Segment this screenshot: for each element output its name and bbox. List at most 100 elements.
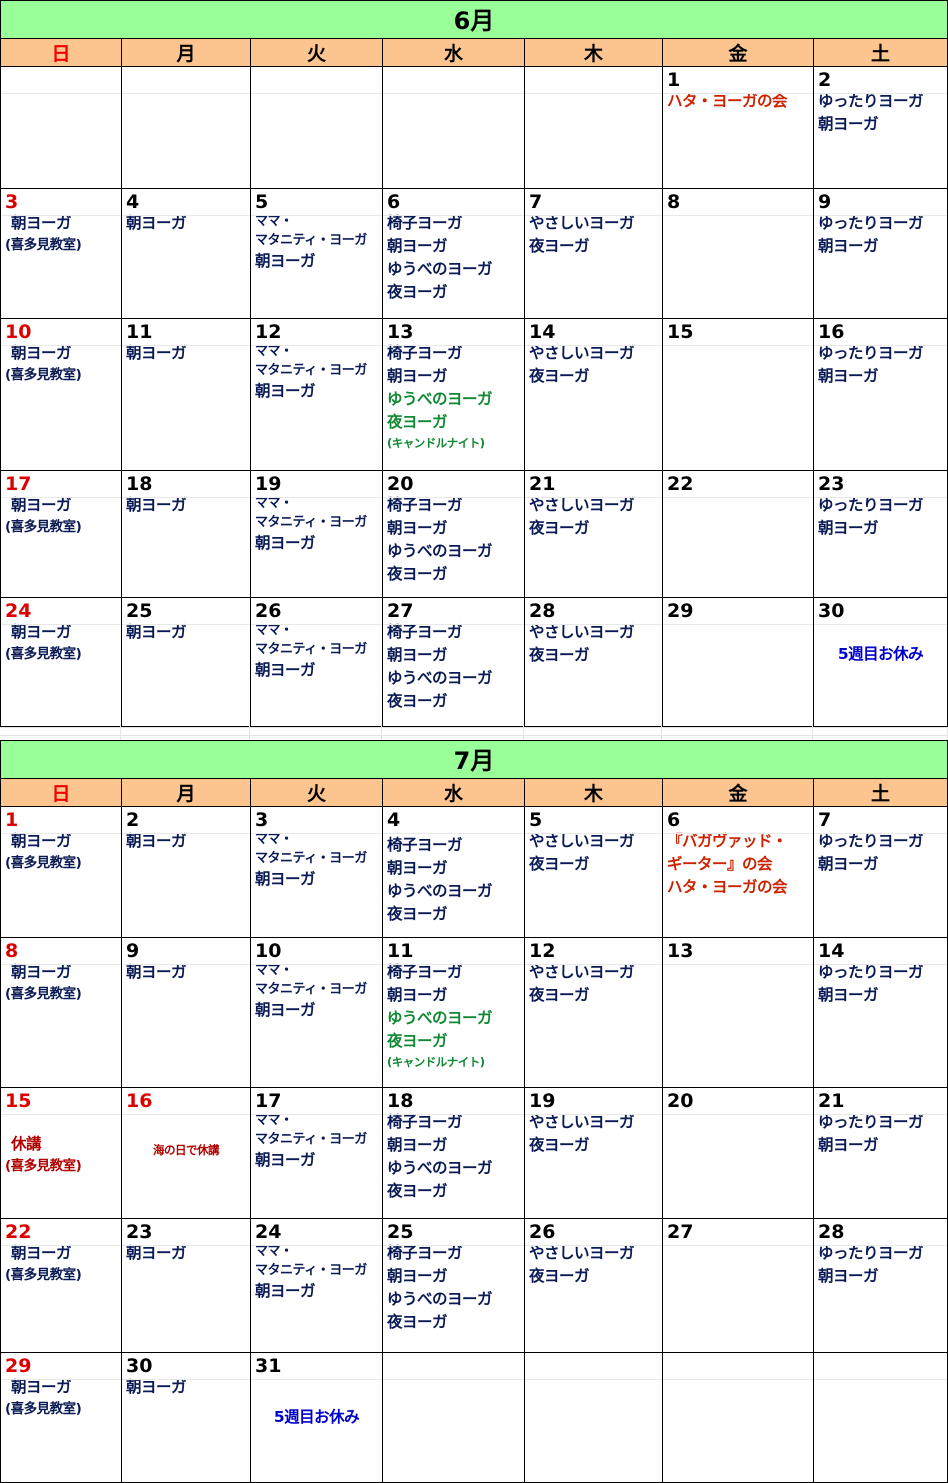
day-number: 29 bbox=[5, 1355, 32, 1377]
day-number: 13 bbox=[387, 321, 414, 343]
day-cell: 14 やさしいヨーガ 夜ヨーガ bbox=[524, 318, 663, 471]
event-label: 夜ヨーガ bbox=[387, 1313, 448, 1331]
day-cell: 11 椅子ヨーガ 朝ヨーガ ゆうべのヨーガ 夜ヨーガ (キャンドルナイト) bbox=[382, 937, 525, 1088]
event-label: 朝ヨーガ bbox=[126, 1378, 187, 1396]
day-number: 27 bbox=[387, 600, 414, 622]
event-label: マタニティ・ヨーガ bbox=[255, 642, 367, 657]
event-label: ゆうべのヨーガ bbox=[387, 669, 493, 687]
event-label: 朝ヨーガ bbox=[255, 1001, 316, 1019]
day-cell: 4 椅子ヨーガ 朝ヨーガ ゆうべのヨーガ 夜ヨーガ bbox=[382, 806, 525, 938]
day-number: 11 bbox=[387, 940, 414, 962]
event-label: 朝ヨーガ bbox=[818, 519, 879, 537]
event-label: 5週目お休み bbox=[273, 1408, 360, 1426]
weekday-header: 月 bbox=[121, 778, 251, 807]
event-label: (喜多見教室) bbox=[5, 519, 82, 535]
day-cell bbox=[524, 1352, 663, 1483]
day-number: 20 bbox=[387, 473, 414, 495]
event-label: マタニティ・ヨーガ bbox=[255, 363, 367, 378]
weekday-header: 木 bbox=[524, 778, 663, 807]
day-cell: 19 ママ・ マタニティ・ヨーガ 朝ヨーガ bbox=[250, 470, 383, 598]
day-number bbox=[2, 68, 121, 91]
week-row: 24 朝ヨーガ (喜多見教室) 25 朝ヨーガ 26 ママ・ マタニティ・ヨーガ 朝ヨーガ 27 椅… bbox=[0, 597, 948, 727]
day-cell: 1 ハタ・ヨーガの会 bbox=[662, 66, 814, 189]
day-number: 5 bbox=[529, 809, 543, 831]
day-cell: 18 椅子ヨーガ 朝ヨーガ ゆうべのヨーガ 夜ヨーガ bbox=[382, 1087, 525, 1219]
event-label: やさしいヨーガ bbox=[529, 963, 635, 981]
day-number: 16 bbox=[818, 321, 845, 343]
event-label: 朝ヨーガ bbox=[818, 1267, 879, 1285]
day-cell bbox=[382, 66, 525, 189]
event-label: 朝ヨーガ bbox=[126, 1244, 187, 1262]
event-label: ゆったりヨーガ bbox=[818, 92, 924, 110]
day-number: 24 bbox=[255, 1221, 282, 1243]
event-label: 朝ヨーガ bbox=[818, 1136, 879, 1154]
day-cell: 3 朝ヨーガ (喜多見教室) bbox=[0, 188, 122, 319]
event-label: ゆったりヨーガ bbox=[818, 344, 924, 362]
event-label: 夜ヨーガ bbox=[529, 237, 590, 255]
day-cell: 17 朝ヨーガ (喜多見教室) bbox=[0, 470, 122, 598]
day-number: 2 bbox=[818, 69, 832, 91]
event-label: マタニティ・ヨーガ bbox=[255, 1132, 367, 1147]
event-label: 椅子ヨーガ bbox=[387, 344, 463, 362]
event-label: ゆったりヨーガ bbox=[818, 1244, 924, 1262]
day-cell: 23 ゆったりヨーガ 朝ヨーガ bbox=[812, 470, 948, 598]
event-label: ゆったりヨーガ bbox=[818, 214, 924, 232]
day-number: 7 bbox=[529, 191, 543, 213]
event-label: ママ・ bbox=[255, 1113, 293, 1128]
weekday-header: 木 bbox=[524, 38, 663, 67]
day-number: 12 bbox=[255, 321, 282, 343]
event-label: 朝ヨーガ bbox=[387, 519, 448, 537]
day-number: 4 bbox=[126, 191, 140, 213]
day-number: 15 bbox=[5, 1090, 32, 1112]
calendar-june: 6月 日月火水木金土 1 ハタ・ヨーガの会 2 ゆったりヨーガ 朝ヨーガ 3 朝ヨーガ (喜多… bbox=[0, 0, 948, 727]
event-label: 夜ヨーガ bbox=[529, 519, 590, 537]
day-number: 17 bbox=[5, 473, 32, 495]
weekday-header-row: 日月火水木金土 bbox=[0, 778, 948, 807]
day-number: 8 bbox=[667, 191, 681, 213]
weekday-header: 土 bbox=[812, 38, 948, 67]
day-cell: 7 やさしいヨーガ 夜ヨーガ bbox=[524, 188, 663, 319]
day-cell: 10 朝ヨーガ (喜多見教室) bbox=[0, 318, 122, 471]
week-row: 3 朝ヨーガ (喜多見教室) 4 朝ヨーガ 5 ママ・ マタニティ・ヨーガ 朝ヨーガ 6 椅子ヨーガ… bbox=[0, 188, 948, 319]
day-cell: 26 やさしいヨーガ 夜ヨーガ bbox=[524, 1218, 663, 1353]
event-label: (喜多見教室) bbox=[5, 986, 82, 1002]
event-label: 朝ヨーガ bbox=[255, 382, 316, 400]
event-label: マタニティ・ヨーガ bbox=[255, 982, 367, 997]
day-number: 7 bbox=[818, 809, 832, 831]
day-cell: 9 ゆったりヨーガ 朝ヨーガ bbox=[812, 188, 948, 319]
event-label: 朝ヨーガ bbox=[387, 1267, 448, 1285]
event-label: 朝ヨーガ bbox=[255, 252, 316, 270]
day-number: 13 bbox=[667, 940, 694, 962]
day-cell: 24 ママ・ マタニティ・ヨーガ 朝ヨーガ bbox=[250, 1218, 383, 1353]
event-label: ゆうべのヨーガ bbox=[387, 1290, 493, 1308]
day-cell: 17 ママ・ マタニティ・ヨーガ 朝ヨーガ bbox=[250, 1087, 383, 1219]
day-number: 22 bbox=[5, 1221, 32, 1243]
day-number: 8 bbox=[5, 940, 19, 962]
month-title: 7月 bbox=[0, 740, 948, 779]
event-label: 夜ヨーガ bbox=[387, 692, 448, 710]
event-label: 朝ヨーガ bbox=[11, 963, 72, 981]
day-cell: 30 朝ヨーガ bbox=[121, 1352, 251, 1483]
event-label: やさしいヨーガ bbox=[529, 496, 635, 514]
day-number: 28 bbox=[529, 600, 556, 622]
event-label: ゆったりヨーガ bbox=[818, 832, 924, 850]
event-label: 朝ヨーガ bbox=[255, 661, 316, 679]
event-label: 朝ヨーガ bbox=[387, 1136, 448, 1154]
event-label: 椅子ヨーガ bbox=[387, 836, 463, 854]
event-label: ママ・ bbox=[255, 1244, 293, 1259]
day-cell bbox=[662, 1352, 814, 1483]
event-label: ゆうべのヨーガ bbox=[387, 1009, 493, 1027]
day-cell: 19 やさしいヨーガ 夜ヨーガ bbox=[524, 1087, 663, 1219]
day-cell bbox=[382, 1352, 525, 1483]
event-label: 椅子ヨーガ bbox=[387, 623, 463, 641]
event-label: (喜多見教室) bbox=[5, 367, 82, 383]
day-cell: 5 やさしいヨーガ 夜ヨーガ bbox=[524, 806, 663, 938]
day-number bbox=[123, 68, 250, 91]
weekday-header: 火 bbox=[250, 778, 383, 807]
event-label: マタニティ・ヨーガ bbox=[255, 1263, 367, 1278]
day-number: 19 bbox=[529, 1090, 556, 1112]
event-label: ママ・ bbox=[255, 963, 293, 978]
event-label: (喜多見教室) bbox=[5, 855, 82, 871]
day-number: 6 bbox=[387, 191, 401, 213]
day-cell: 27 bbox=[662, 1218, 814, 1353]
